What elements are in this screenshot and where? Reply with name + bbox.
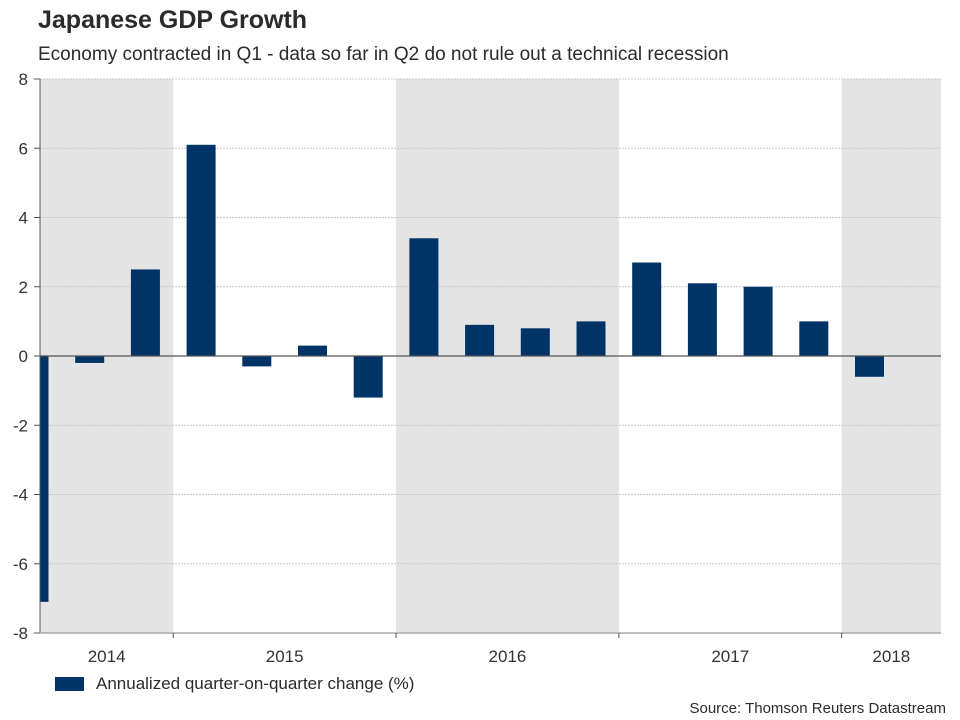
y-tick-label: 2 xyxy=(19,278,28,297)
bar-q3-2015 xyxy=(298,345,327,356)
bar-q2-2016 xyxy=(465,324,495,356)
bar-q2-2017 xyxy=(687,283,717,356)
x-tick-label-2018: 2018 xyxy=(872,647,910,666)
bar-q2-2014 xyxy=(40,356,49,602)
legend: Annualized quarter-on-quarter change (%) xyxy=(55,674,414,694)
bar-q3-2016 xyxy=(520,328,550,356)
y-tick-label: 8 xyxy=(19,70,28,89)
chart-title: Japanese GDP Growth xyxy=(38,6,308,34)
bar-q1-2015 xyxy=(186,144,216,356)
legend-swatch xyxy=(55,677,84,691)
bar-q1-2017 xyxy=(632,262,662,356)
x-tick-label-2015: 2015 xyxy=(266,647,304,666)
chart-subtitle: Economy contracted in Q1 - data so far i… xyxy=(38,44,729,65)
x-tick-label-2017: 2017 xyxy=(711,647,749,666)
bar-q3-2017 xyxy=(743,286,773,356)
source-note: Source: Thomson Reuters Datastream xyxy=(689,700,946,717)
bar-q4-2016 xyxy=(576,321,606,356)
y-tick-label: 4 xyxy=(19,209,28,228)
bar-q3-2014 xyxy=(75,356,105,363)
bar-q2-2015 xyxy=(242,356,272,367)
bar-q4-2014 xyxy=(130,269,160,356)
bar-q4-2017 xyxy=(799,321,829,356)
bar-q1-2016 xyxy=(409,238,439,356)
y-tick-label: -6 xyxy=(13,555,28,574)
x-tick-label-2016: 2016 xyxy=(489,647,527,666)
bar-q4-2015 xyxy=(353,356,383,398)
y-tick-label: -4 xyxy=(13,486,28,505)
y-tick-label: -8 xyxy=(13,624,28,643)
bar-q1-2018 xyxy=(855,356,884,377)
y-tick-label: -2 xyxy=(13,416,28,435)
legend-label: Annualized quarter-on-quarter change (%) xyxy=(96,674,415,693)
bars xyxy=(40,144,884,602)
x-tick-label-2014: 2014 xyxy=(88,647,126,666)
y-tick-label: 0 xyxy=(19,347,28,366)
y-tick-label: 6 xyxy=(19,139,28,158)
